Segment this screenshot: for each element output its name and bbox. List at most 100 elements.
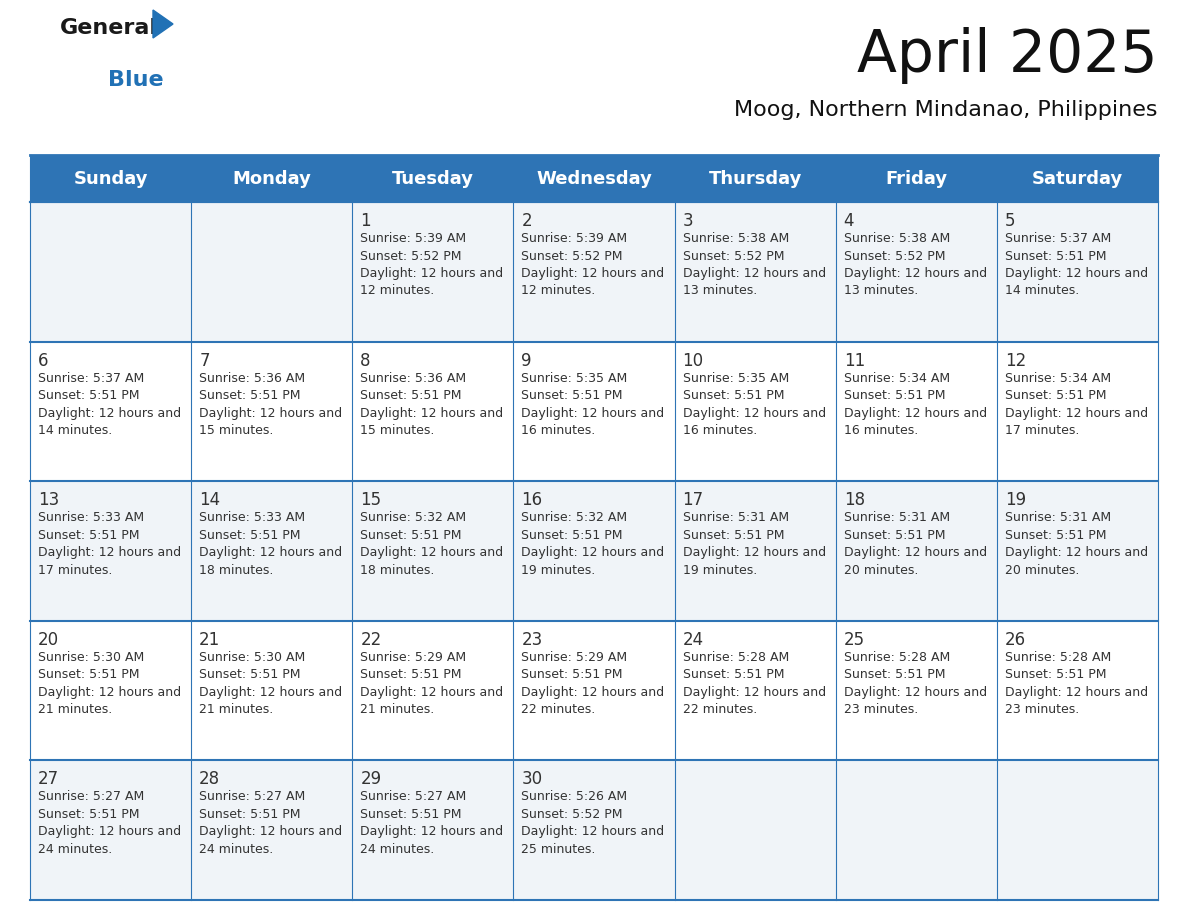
- Text: Sunset: 5:51 PM: Sunset: 5:51 PM: [522, 668, 623, 681]
- Text: 12: 12: [1005, 352, 1026, 370]
- Text: Sunrise: 5:27 AM: Sunrise: 5:27 AM: [38, 790, 144, 803]
- Text: Sunrise: 5:35 AM: Sunrise: 5:35 AM: [683, 372, 789, 385]
- Text: 20: 20: [38, 631, 59, 649]
- Text: 14: 14: [200, 491, 220, 509]
- Text: 25 minutes.: 25 minutes.: [522, 843, 596, 856]
- Polygon shape: [153, 10, 173, 38]
- Text: 14 minutes.: 14 minutes.: [1005, 285, 1079, 297]
- Text: Sunrise: 5:27 AM: Sunrise: 5:27 AM: [200, 790, 305, 803]
- Text: Sunrise: 5:28 AM: Sunrise: 5:28 AM: [1005, 651, 1111, 664]
- Text: Sunday: Sunday: [74, 170, 147, 187]
- Text: Daylight: 12 hours and: Daylight: 12 hours and: [522, 407, 664, 420]
- Text: Daylight: 12 hours and: Daylight: 12 hours and: [522, 546, 664, 559]
- Text: 24 minutes.: 24 minutes.: [200, 843, 273, 856]
- Text: Daylight: 12 hours and: Daylight: 12 hours and: [1005, 267, 1148, 280]
- Bar: [30, 155, 1158, 202]
- Text: 21 minutes.: 21 minutes.: [360, 703, 435, 716]
- Text: Sunrise: 5:33 AM: Sunrise: 5:33 AM: [200, 511, 305, 524]
- Text: Sunset: 5:51 PM: Sunset: 5:51 PM: [843, 668, 946, 681]
- Text: 16 minutes.: 16 minutes.: [683, 424, 757, 437]
- Text: Daylight: 12 hours and: Daylight: 12 hours and: [843, 267, 987, 280]
- Text: Sunset: 5:51 PM: Sunset: 5:51 PM: [683, 529, 784, 542]
- Text: Sunset: 5:51 PM: Sunset: 5:51 PM: [200, 808, 301, 821]
- Text: Sunrise: 5:31 AM: Sunrise: 5:31 AM: [843, 511, 950, 524]
- Text: Daylight: 12 hours and: Daylight: 12 hours and: [1005, 546, 1148, 559]
- Text: 20 minutes.: 20 minutes.: [1005, 564, 1079, 577]
- Text: Daylight: 12 hours and: Daylight: 12 hours and: [38, 686, 181, 699]
- Text: Daylight: 12 hours and: Daylight: 12 hours and: [360, 546, 504, 559]
- Text: Sunset: 5:51 PM: Sunset: 5:51 PM: [683, 668, 784, 681]
- Text: Sunset: 5:51 PM: Sunset: 5:51 PM: [683, 389, 784, 402]
- Text: Daylight: 12 hours and: Daylight: 12 hours and: [200, 686, 342, 699]
- Text: Sunset: 5:51 PM: Sunset: 5:51 PM: [360, 529, 462, 542]
- Text: 3: 3: [683, 212, 693, 230]
- Text: 13 minutes.: 13 minutes.: [683, 285, 757, 297]
- Text: Sunrise: 5:36 AM: Sunrise: 5:36 AM: [200, 372, 305, 385]
- Text: 21 minutes.: 21 minutes.: [200, 703, 273, 716]
- Text: Sunset: 5:51 PM: Sunset: 5:51 PM: [843, 389, 946, 402]
- Text: Sunrise: 5:31 AM: Sunrise: 5:31 AM: [1005, 511, 1111, 524]
- Text: 2: 2: [522, 212, 532, 230]
- Text: Sunrise: 5:34 AM: Sunrise: 5:34 AM: [843, 372, 950, 385]
- Text: 21: 21: [200, 631, 221, 649]
- Text: Daylight: 12 hours and: Daylight: 12 hours and: [522, 825, 664, 838]
- Text: 13 minutes.: 13 minutes.: [843, 285, 918, 297]
- Text: Sunrise: 5:30 AM: Sunrise: 5:30 AM: [38, 651, 144, 664]
- Bar: [30, 202, 1158, 341]
- Text: Friday: Friday: [885, 170, 947, 187]
- Text: Daylight: 12 hours and: Daylight: 12 hours and: [38, 546, 181, 559]
- Text: 22: 22: [360, 631, 381, 649]
- Text: 12 minutes.: 12 minutes.: [360, 285, 435, 297]
- Text: 18: 18: [843, 491, 865, 509]
- Text: Sunrise: 5:29 AM: Sunrise: 5:29 AM: [360, 651, 467, 664]
- Text: Sunrise: 5:39 AM: Sunrise: 5:39 AM: [522, 232, 627, 245]
- Text: Sunset: 5:51 PM: Sunset: 5:51 PM: [360, 668, 462, 681]
- Text: 20 minutes.: 20 minutes.: [843, 564, 918, 577]
- Text: Sunset: 5:51 PM: Sunset: 5:51 PM: [1005, 529, 1106, 542]
- Text: 5: 5: [1005, 212, 1016, 230]
- Text: General: General: [61, 18, 158, 38]
- Text: Daylight: 12 hours and: Daylight: 12 hours and: [360, 407, 504, 420]
- Text: Daylight: 12 hours and: Daylight: 12 hours and: [1005, 407, 1148, 420]
- Text: 26: 26: [1005, 631, 1026, 649]
- Text: Sunset: 5:51 PM: Sunset: 5:51 PM: [200, 668, 301, 681]
- Text: Sunset: 5:51 PM: Sunset: 5:51 PM: [200, 389, 301, 402]
- Text: 23 minutes.: 23 minutes.: [843, 703, 918, 716]
- Text: Daylight: 12 hours and: Daylight: 12 hours and: [38, 407, 181, 420]
- Text: Sunset: 5:51 PM: Sunset: 5:51 PM: [360, 389, 462, 402]
- Text: 16: 16: [522, 491, 543, 509]
- Text: 17 minutes.: 17 minutes.: [1005, 424, 1079, 437]
- Text: Daylight: 12 hours and: Daylight: 12 hours and: [522, 686, 664, 699]
- Text: Sunset: 5:51 PM: Sunset: 5:51 PM: [1005, 250, 1106, 263]
- Text: 10: 10: [683, 352, 703, 370]
- Text: Sunset: 5:51 PM: Sunset: 5:51 PM: [38, 668, 139, 681]
- Text: Sunrise: 5:32 AM: Sunrise: 5:32 AM: [522, 511, 627, 524]
- Text: Daylight: 12 hours and: Daylight: 12 hours and: [522, 267, 664, 280]
- Text: 12 minutes.: 12 minutes.: [522, 285, 595, 297]
- Text: Sunset: 5:52 PM: Sunset: 5:52 PM: [522, 250, 623, 263]
- Text: 19: 19: [1005, 491, 1026, 509]
- Bar: [30, 760, 1158, 900]
- Text: Sunset: 5:52 PM: Sunset: 5:52 PM: [360, 250, 462, 263]
- Bar: [30, 341, 1158, 481]
- Bar: [30, 481, 1158, 621]
- Text: 23 minutes.: 23 minutes.: [1005, 703, 1079, 716]
- Text: Sunset: 5:51 PM: Sunset: 5:51 PM: [38, 529, 139, 542]
- Text: Sunrise: 5:26 AM: Sunrise: 5:26 AM: [522, 790, 627, 803]
- Text: 8: 8: [360, 352, 371, 370]
- Text: 27: 27: [38, 770, 59, 789]
- Text: Sunrise: 5:37 AM: Sunrise: 5:37 AM: [38, 372, 144, 385]
- Text: Daylight: 12 hours and: Daylight: 12 hours and: [1005, 686, 1148, 699]
- Text: Sunset: 5:51 PM: Sunset: 5:51 PM: [843, 529, 946, 542]
- Text: April 2025: April 2025: [858, 27, 1158, 84]
- Text: 18 minutes.: 18 minutes.: [200, 564, 273, 577]
- Text: Sunrise: 5:28 AM: Sunrise: 5:28 AM: [683, 651, 789, 664]
- Text: 14 minutes.: 14 minutes.: [38, 424, 112, 437]
- Text: 19 minutes.: 19 minutes.: [683, 564, 757, 577]
- Text: Sunrise: 5:38 AM: Sunrise: 5:38 AM: [843, 232, 950, 245]
- Text: 25: 25: [843, 631, 865, 649]
- Text: Sunrise: 5:37 AM: Sunrise: 5:37 AM: [1005, 232, 1111, 245]
- Text: 7: 7: [200, 352, 209, 370]
- Text: 17: 17: [683, 491, 703, 509]
- Text: 9: 9: [522, 352, 532, 370]
